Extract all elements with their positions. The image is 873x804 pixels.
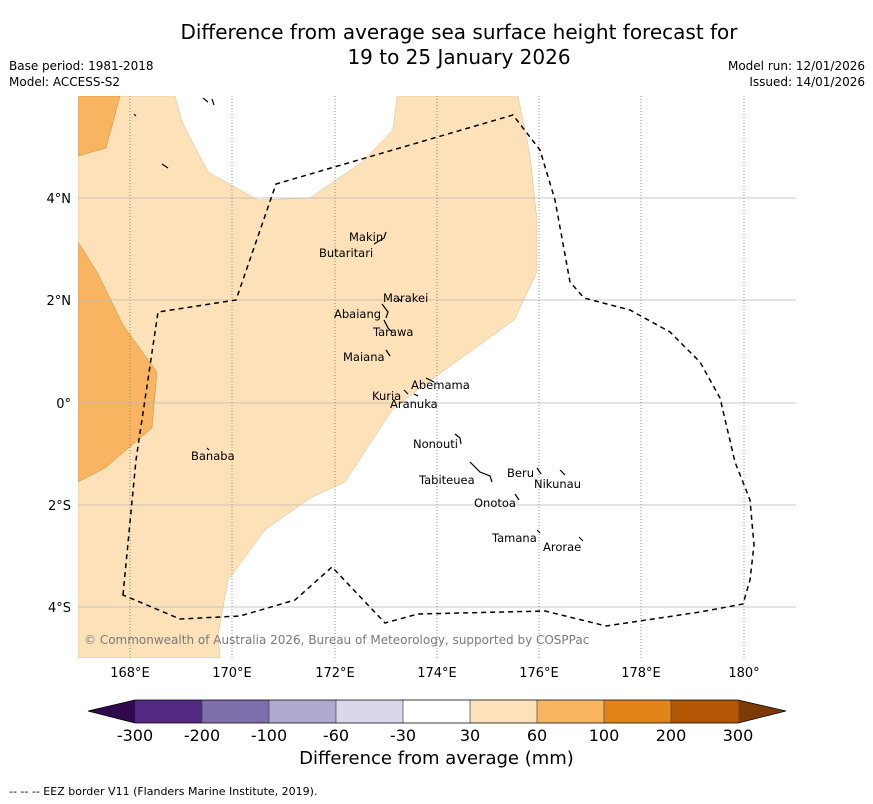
label-maiana: Maiana — [343, 350, 385, 364]
colorbar-segment-4 — [403, 700, 471, 723]
colorbar-segment-2 — [269, 700, 337, 723]
cb-label-0: -300 — [117, 726, 153, 745]
lon-label-170e: 170°E — [212, 666, 252, 681]
colorbar: -300 -200 -100 -60 -30 30 60 100 200 300 — [87, 699, 787, 745]
copyright-notice: © Commonwealth of Australia 2026, Bureau… — [84, 633, 589, 647]
cb-label-2: -100 — [251, 726, 287, 745]
island-kuria — [403, 389, 409, 395]
island-arorae — [578, 536, 584, 542]
model-run: Model run: 12/01/2026 — [727, 59, 865, 73]
label-tamana: Tamana — [491, 531, 537, 545]
colorbar-outline — [87, 699, 787, 724]
cb-label-1: -200 — [184, 726, 220, 745]
island-speck — [133, 113, 137, 117]
island-northern-fragments — [202, 97, 215, 106]
island-abemama — [425, 377, 435, 383]
lat-label-2s: 2°S — [48, 499, 71, 514]
title-line-1: Difference from average sea surface heig… — [180, 20, 738, 44]
eez-border — [122, 114, 755, 627]
island-nikunau — [559, 469, 566, 476]
colorbar-title: Difference from average (mm) — [299, 748, 574, 769]
island-aranuka — [413, 393, 419, 397]
cb-label-9: 300 — [723, 726, 754, 745]
label-nikunau: Nikunau — [534, 477, 581, 491]
label-kuria: Kuria — [372, 389, 401, 403]
region-60-100mm-west — [78, 241, 158, 483]
base-period: Base period: 1981-2018 — [9, 59, 154, 73]
colorbar-segment-3 — [336, 700, 404, 723]
latitude-tick-labels: 4°N 2°N 0° 2°S 4°S — [47, 192, 72, 616]
colorbar-separators — [201, 700, 672, 723]
island-tabiteuea — [469, 461, 493, 483]
label-aranuka: Aranuka — [390, 397, 438, 411]
cb-label-4: -30 — [390, 726, 416, 745]
cb-label-6: 60 — [527, 726, 547, 745]
island-marakei — [397, 297, 403, 303]
island-abaiang — [381, 303, 389, 319]
label-nonouti: Nonouti — [413, 437, 458, 451]
colorbar-segment-5 — [470, 700, 538, 723]
lon-label-178e: 178°E — [621, 666, 661, 681]
cb-label-3: -60 — [323, 726, 349, 745]
label-arorae: Arorae — [543, 540, 581, 554]
cb-label-5: 30 — [460, 726, 480, 745]
island-outlines — [133, 97, 584, 542]
label-abaiang: Abaiang — [334, 307, 381, 321]
label-makin: Makin — [349, 230, 383, 244]
lon-label-172e: 172°E — [315, 666, 355, 681]
title-line-2: 19 to 25 January 2026 — [347, 45, 571, 69]
island-tarawa — [383, 319, 393, 333]
colorbar-segment-7 — [604, 700, 672, 723]
label-marakei: Marakei — [383, 291, 428, 305]
longitude-tick-labels: 168°E 170°E 172°E 174°E 176°E 178°E 180° — [110, 666, 759, 681]
lon-label-176e: 176°E — [519, 666, 559, 681]
label-tabiteuea: Tabiteuea — [418, 473, 475, 487]
label-beru: Beru — [507, 466, 534, 480]
label-tarawa: Tarawa — [372, 325, 413, 339]
region-30-60mm — [78, 96, 538, 658]
island-tamana — [536, 529, 541, 534]
lat-label-2n: 2°N — [47, 294, 72, 309]
island-makin-butaritari — [373, 231, 387, 245]
lon-label-174e: 174°E — [417, 666, 457, 681]
lat-label-0: 0° — [56, 397, 71, 412]
colorbar-tick-labels: -300 -200 -100 -60 -30 30 60 100 200 300 — [117, 726, 753, 745]
island-maiana — [385, 349, 391, 357]
label-butaritari: Butaritari — [319, 246, 373, 260]
island-beru — [536, 467, 542, 475]
island-banaba — [206, 447, 210, 451]
label-abemama: Abemama — [411, 378, 470, 392]
eez-footnote: -- -- -- EEZ border V11 (Flanders Marine… — [9, 785, 318, 798]
label-onotoa: Onotoa — [474, 496, 516, 510]
place-labels: Makin Butaritari Marakei Abaiang Tarawa … — [191, 230, 581, 554]
lat-label-4n: 4°N — [47, 192, 72, 207]
island-nonouti — [454, 433, 462, 445]
metadata-left: Base period: 1981-2018 Model: ACCESS-S2 — [9, 58, 154, 90]
cb-label-7: 100 — [589, 726, 620, 745]
lon-label-180: 180° — [728, 666, 759, 681]
colorbar-under-triangle — [88, 700, 135, 723]
longitude-gridlines — [129, 96, 745, 658]
chart-title: Difference from average sea surface heig… — [0, 20, 873, 70]
colorbar-segment-8 — [671, 700, 739, 723]
island-nauru-area — [161, 163, 169, 169]
colorbar-segments — [135, 700, 739, 723]
colorbar-segment-6 — [537, 700, 605, 723]
map-plot-area — [78, 96, 538, 658]
island-onotoa — [514, 493, 520, 501]
metadata-right: Model run: 12/01/2026 Issued: 14/01/2026 — [728, 58, 865, 90]
model-name: Model: ACCESS-S2 — [9, 75, 121, 89]
colorbar-segment-1 — [202, 700, 270, 723]
colorbar-segment-0 — [135, 700, 203, 723]
cb-label-8: 200 — [656, 726, 687, 745]
lat-label-4s: 4°S — [48, 601, 71, 616]
lon-label-168e: 168°E — [110, 666, 150, 681]
label-banaba: Banaba — [191, 449, 235, 463]
colorbar-over-triangle — [738, 700, 786, 723]
issued-date: Issued: 14/01/2026 — [749, 75, 865, 89]
region-60-100mm-northwest — [78, 96, 121, 157]
